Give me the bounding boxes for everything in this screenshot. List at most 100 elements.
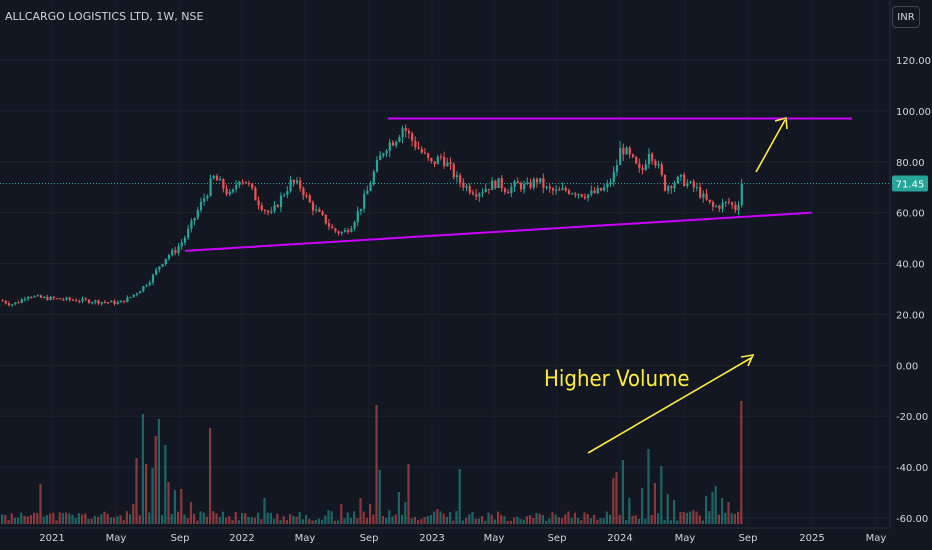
candle-body	[686, 182, 689, 187]
price-tick-label: 20.00	[896, 310, 925, 321]
time-tick-label: Sep	[360, 533, 379, 544]
volume-bar	[410, 518, 413, 524]
volume-bar	[298, 512, 301, 524]
volume-bar	[573, 512, 576, 524]
candle-body	[574, 193, 577, 196]
volume-bar	[545, 520, 548, 524]
volume-bar	[625, 520, 628, 524]
volume-bar	[551, 512, 554, 524]
candle-body	[471, 192, 475, 195]
time-tick-label: 2023	[419, 533, 444, 544]
candle-body	[273, 205, 276, 212]
candle-body	[91, 302, 94, 304]
candle-body	[7, 303, 11, 306]
volume-bar	[564, 514, 567, 524]
volume-bar	[605, 511, 608, 524]
price-axis[interactable]: 120.00 100.00 80.00 60.00 40.00 20.00 0.00 -20.…	[896, 56, 931, 525]
volume-annotation: Higher Volume	[544, 367, 690, 392]
candle-body	[260, 205, 263, 211]
volume-bar	[721, 498, 724, 524]
volume-bar	[285, 519, 288, 524]
candle-body	[363, 194, 366, 209]
candle-body	[705, 193, 708, 200]
volume-bar	[65, 512, 68, 524]
volume-bar	[631, 515, 634, 524]
volume-bar	[100, 514, 103, 524]
candle-body	[535, 179, 539, 183]
candle-body	[647, 153, 651, 165]
candle-body	[39, 295, 43, 298]
candle-body	[132, 294, 135, 297]
volume-bar	[97, 516, 100, 524]
candle-body	[507, 191, 510, 194]
candle-body	[212, 175, 215, 179]
candle-body	[142, 286, 145, 292]
volume-bar	[557, 517, 560, 524]
volume-bar	[404, 502, 407, 524]
candle-body	[161, 264, 164, 267]
breakout-arrow[interactable]	[755, 116, 788, 173]
candle-body	[711, 202, 715, 207]
candle-body	[663, 175, 667, 191]
candle-body	[603, 187, 606, 191]
volume-bars	[1, 401, 743, 524]
candle-body	[263, 210, 267, 212]
volume-bar	[36, 513, 39, 524]
volume-bar	[647, 449, 650, 524]
candle-body	[356, 211, 359, 223]
candle-body	[423, 152, 427, 154]
volume-bar	[417, 520, 420, 524]
candle-body	[190, 220, 193, 229]
candle-body	[158, 266, 161, 270]
volume-bar	[119, 515, 122, 524]
volume-bar	[529, 515, 532, 524]
candle-body	[324, 214, 327, 224]
volume-bar	[10, 513, 13, 524]
volume-bar	[109, 517, 112, 524]
candle-body	[391, 142, 395, 146]
volume-bar	[212, 511, 215, 524]
volume-bar	[362, 511, 365, 524]
currency-button[interactable]: INR	[892, 6, 920, 28]
volume-bar	[737, 511, 740, 524]
volume-bar	[250, 517, 253, 524]
volume-bar	[234, 511, 237, 524]
candle-body	[606, 183, 609, 188]
candle-body	[596, 187, 599, 193]
time-axis[interactable]: 2021 May Sep 2022 May Sep 2023 May Sep 2024 May Sep…	[39, 533, 886, 544]
volume-bar	[353, 511, 356, 524]
volume-bar	[151, 468, 154, 524]
candle-body	[225, 188, 228, 195]
candle-body	[155, 269, 158, 275]
volume-bar	[679, 512, 682, 524]
candle-body	[571, 193, 574, 195]
volume-bar	[138, 515, 141, 524]
candle-body	[299, 180, 302, 189]
candle-body	[523, 183, 526, 190]
volume-bar	[420, 518, 423, 524]
volume-bar	[1, 514, 4, 524]
candle-body	[318, 209, 321, 212]
candle-body	[193, 218, 196, 221]
candle-body	[577, 194, 580, 196]
volume-bar	[497, 511, 500, 524]
candle-body	[219, 179, 222, 181]
candle-body	[199, 201, 203, 210]
candle-body	[375, 160, 379, 172]
volume-bar	[173, 490, 176, 524]
support-trendline[interactable]	[184, 211, 813, 252]
candle-body	[555, 189, 558, 191]
candle-body	[337, 231, 340, 234]
volume-bar	[413, 516, 416, 524]
volume-bar	[394, 514, 397, 524]
volume-arrow[interactable]	[587, 353, 755, 454]
candle-body	[542, 178, 545, 188]
candle-body	[33, 296, 36, 298]
volume-bar	[509, 520, 512, 524]
volume-bar	[471, 512, 474, 524]
volume-bar	[129, 514, 132, 524]
candle-body	[622, 147, 625, 155]
volume-bar	[186, 518, 189, 524]
candle-body	[372, 171, 375, 185]
